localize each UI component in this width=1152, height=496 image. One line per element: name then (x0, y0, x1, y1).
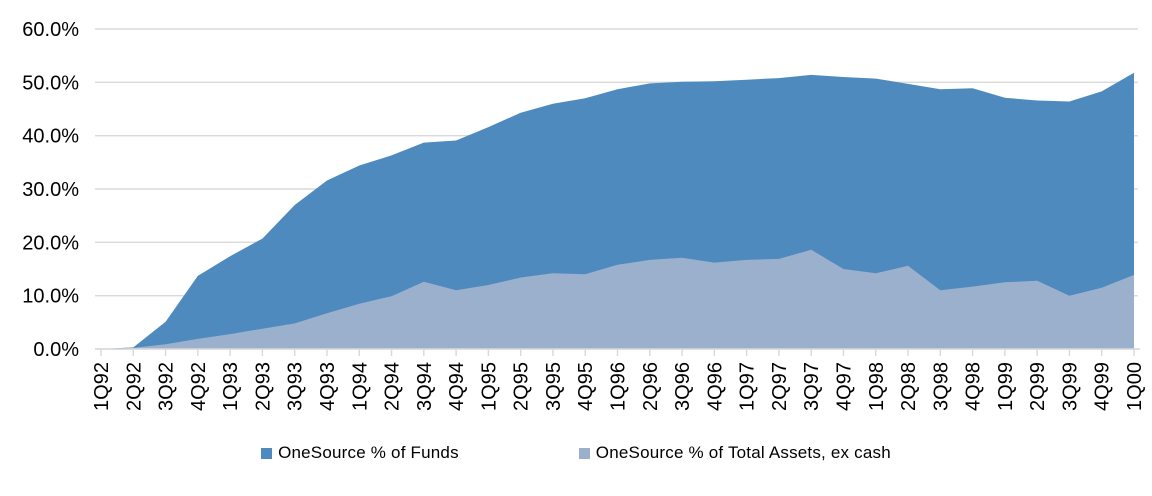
x-tick-label: 4Q96 (704, 362, 726, 411)
y-tick-label: 40.0% (22, 126, 79, 148)
x-tick-label: 2Q97 (769, 362, 791, 411)
x-tick-label: 2Q92 (123, 362, 145, 411)
x-tick-label: 3Q96 (672, 362, 694, 411)
x-tick-label: 4Q92 (188, 362, 210, 411)
x-tick-label: 1Q99 (995, 362, 1017, 411)
y-axis-labels: 0.0% 10.0% 20.0% 30.0% 40.0% 50.0% 60.0% (22, 19, 79, 361)
x-tick-label: 3Q92 (156, 362, 178, 411)
x-tick-label: 4Q98 (963, 362, 985, 411)
x-tick-label: 2Q98 (898, 362, 920, 411)
legend-label-funds: OneSource % of Funds (278, 443, 459, 462)
area-chart: 0.0% 10.0% 20.0% 30.0% 40.0% 50.0% 60.0% 1Q92 2… (22, 19, 1146, 411)
y-tick-label: 10.0% (22, 286, 79, 308)
x-axis (95, 348, 1140, 356)
x-tick-label: 1Q98 (866, 362, 888, 411)
x-tick-label: 1Q92 (91, 362, 113, 411)
x-tick-label: 2Q99 (1027, 362, 1049, 411)
x-tick-label: 4Q99 (1092, 362, 1114, 411)
x-tick-label: 3Q99 (1059, 362, 1081, 411)
x-tick-label: 4Q93 (317, 362, 339, 411)
x-tick-label: 4Q94 (446, 362, 468, 411)
x-tick-label: 4Q95 (575, 362, 597, 411)
x-tick-label: 3Q94 (414, 362, 436, 411)
x-tick-label: 3Q97 (801, 362, 823, 411)
x-tick-label: 1Q93 (220, 362, 242, 411)
y-tick-label: 20.0% (22, 232, 79, 254)
x-tick-label: 1Q95 (478, 362, 500, 411)
legend-item-funds: OneSource % of Funds (261, 443, 459, 463)
x-tick-label: 4Q97 (833, 362, 855, 411)
x-tick-label: 3Q95 (543, 362, 565, 411)
x-tick-label: 3Q93 (285, 362, 307, 411)
x-tick-label: 1Q94 (349, 362, 371, 411)
x-tick-label: 2Q94 (382, 362, 404, 411)
x-tick-label: 1Q97 (737, 362, 759, 411)
y-tick-label: 50.0% (22, 72, 79, 94)
y-tick-label: 60.0% (22, 19, 79, 41)
x-tick-label: 2Q96 (640, 362, 662, 411)
x-tick-label: 3Q98 (930, 362, 952, 411)
area-series-1 (101, 249, 1134, 349)
plot-areas (101, 72, 1134, 349)
legend-swatch-total-assets (578, 447, 590, 459)
legend-swatch-funds (261, 447, 273, 459)
x-tick-label: 2Q95 (511, 362, 533, 411)
chart-legend: OneSource % of Funds OneSource % of Tota… (0, 443, 1152, 463)
legend-item-total-assets: OneSource % of Total Assets, ex cash (578, 443, 891, 463)
y-tick-label: 30.0% (22, 179, 79, 201)
x-tick-label: 1Q00 (1124, 362, 1146, 411)
x-axis-labels: 1Q92 2Q92 3Q92 4Q92 1Q93 2Q93 3Q93 4Q93 1Q94 2Q94… (91, 362, 1146, 411)
legend-label-total-assets: OneSource % of Total Assets, ex cash (595, 443, 891, 462)
x-tick-label: 1Q96 (608, 362, 630, 411)
y-tick-label: 0.0% (33, 339, 79, 361)
x-tick-label: 2Q93 (252, 362, 274, 411)
